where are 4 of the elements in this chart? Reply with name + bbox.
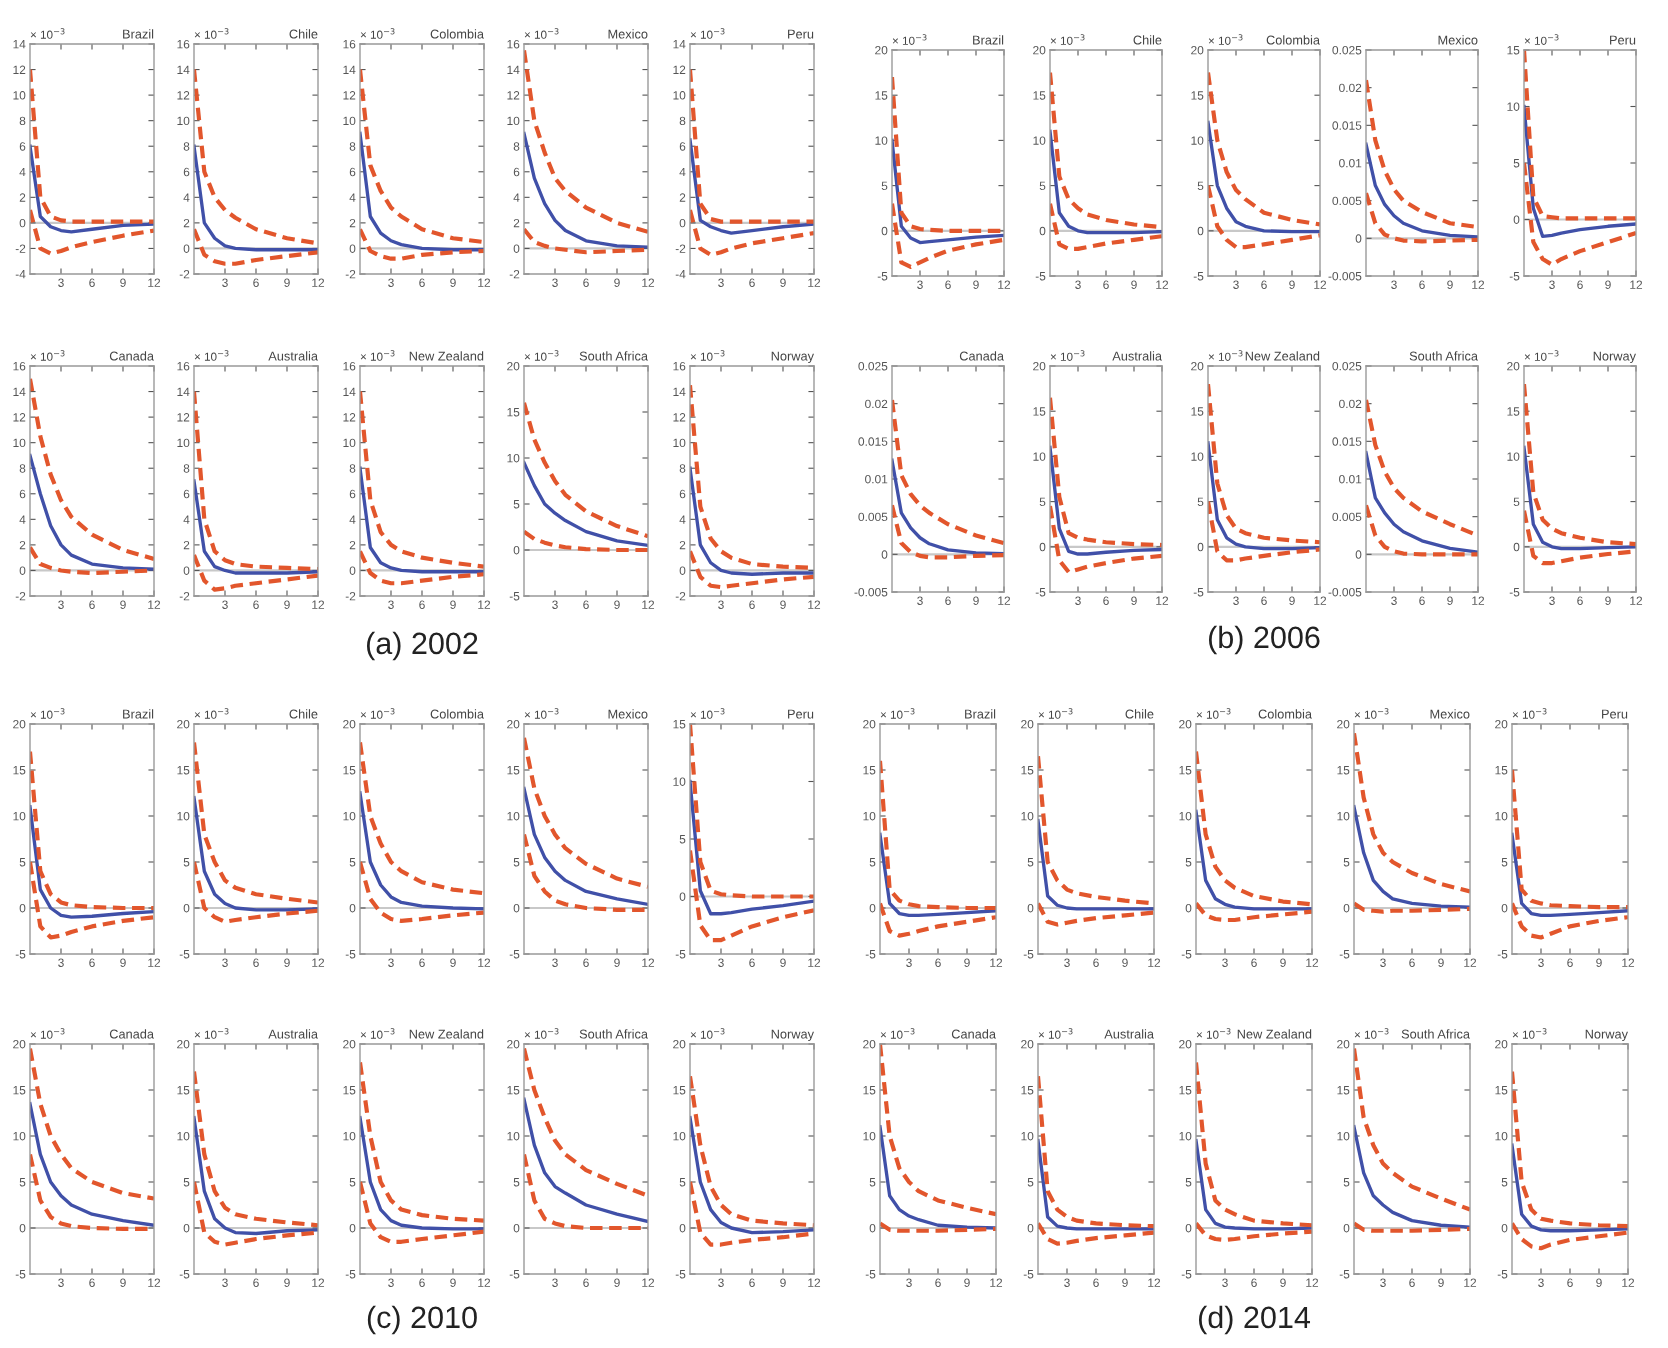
text: (b) 2006 [1209, 625, 1320, 655]
text: (c) 2010 [367, 1305, 477, 1335]
text: (d) 2014 [1199, 1305, 1311, 1335]
text: (a) 2002 [367, 631, 478, 661]
